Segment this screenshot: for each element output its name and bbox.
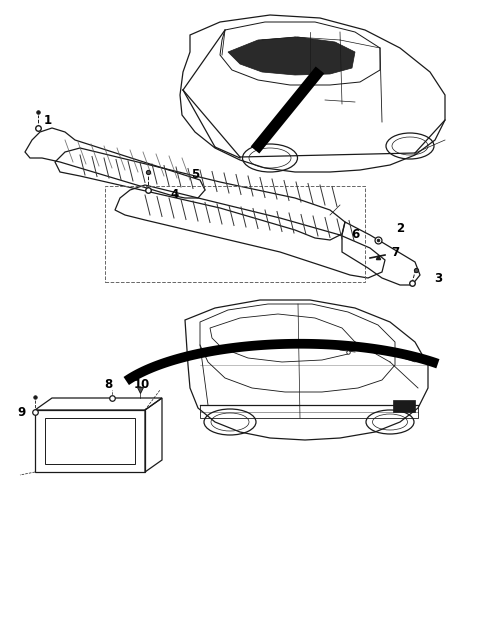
Text: 10: 10 <box>134 379 150 391</box>
Text: 9: 9 <box>18 406 26 418</box>
Bar <box>393 400 415 412</box>
Polygon shape <box>228 37 355 75</box>
Text: 4: 4 <box>171 188 179 202</box>
Text: 7: 7 <box>391 246 399 258</box>
Bar <box>105 186 365 282</box>
Text: 5: 5 <box>191 168 199 181</box>
Text: 1: 1 <box>44 113 52 127</box>
Text: 2: 2 <box>396 222 404 234</box>
Text: 8: 8 <box>104 379 112 391</box>
Text: 6: 6 <box>351 229 359 241</box>
Text: 3: 3 <box>434 272 442 285</box>
